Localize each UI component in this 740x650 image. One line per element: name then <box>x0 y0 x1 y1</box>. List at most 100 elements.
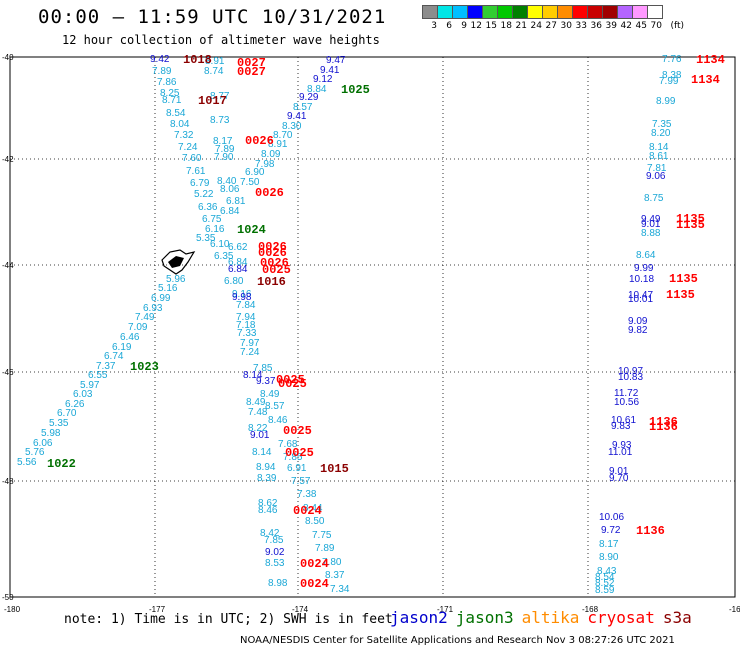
pass-time-label: 1024 <box>237 223 266 237</box>
wave-height-value: 8.17 <box>599 539 619 550</box>
wave-height-value: 5.96 <box>166 274 186 285</box>
wave-height-value: 7.81 <box>647 163 667 174</box>
wave-height-value: 8.46 <box>268 415 288 426</box>
color-label: 27 <box>545 21 557 31</box>
pass-time-label: 1135 <box>676 212 705 226</box>
wave-height-value: 7.09 <box>128 322 148 333</box>
wave-height-value: 5.35 <box>196 233 216 244</box>
wave-height-value: 8.14 <box>252 447 272 458</box>
time-labels: 1018 002700271134113410251017002600261135… <box>47 53 725 591</box>
wave-height-value: 9.98 <box>232 292 252 303</box>
wave-height-value: 8.84 <box>307 84 327 95</box>
wave-height-value: 8.17 <box>213 136 233 147</box>
wave-height-value: 8.46 <box>258 505 278 516</box>
lat-tick-label: -46 <box>2 368 14 377</box>
wave-height-value: 8.73 <box>210 115 230 126</box>
wave-height-value: 8.91 <box>205 56 225 67</box>
wave-height-value: 9.70 <box>609 473 629 484</box>
wave-height-value: 7.85 <box>253 363 273 374</box>
wave-height-value: 7.89 <box>215 144 235 155</box>
pass-time-label: 1135 <box>669 272 698 286</box>
wave-height-value: 8.37 <box>325 570 345 581</box>
wave-height-value: 7.60 <box>182 153 202 164</box>
lon-tick-label: -180 <box>4 605 21 614</box>
wave-height-value: 8.20 <box>651 128 671 139</box>
wave-height-value: 10.56 <box>614 397 639 408</box>
legend-item-s3a: s3a <box>662 608 692 627</box>
wave-height-value: 10.97 <box>618 366 643 377</box>
wave-height-value: 6.90 <box>245 167 265 178</box>
wave-height-value: 7.18 <box>236 320 256 331</box>
lon-tick-label: -177 <box>149 605 166 614</box>
wave-height-value: 9.12 <box>313 74 333 85</box>
wave-height-value: 7.57 <box>291 476 311 487</box>
wave-height-value: 7.85 <box>264 535 284 546</box>
pass-time-label: 0026 <box>258 240 287 254</box>
wave-height-value: 6.93 <box>143 303 163 314</box>
wave-height-value: 8.91 <box>268 139 288 150</box>
lat-tick-label: -42 <box>2 155 14 164</box>
wave-height-value: 5.35 <box>49 418 69 429</box>
wave-height-value: 8.30 <box>282 121 302 132</box>
pass-time-label: 0025 <box>278 377 307 391</box>
color-label: 36 <box>590 21 602 31</box>
wave-height-value: 6.84 <box>228 264 248 275</box>
color-label: 39 <box>605 21 617 31</box>
island-shape <box>161 249 196 275</box>
wave-height-value: 11.72 <box>614 388 639 399</box>
pass-time-label: 0027 <box>237 56 266 70</box>
color-scale-labels: 3 6 9 12 15 18 21 24 27 30 33 36 39 42 45 70 (ft) <box>422 21 684 31</box>
wave-height-value: 8.54 <box>595 572 615 583</box>
pass-time-label: 1136 <box>636 524 665 538</box>
wave-height-value: 7.89 <box>152 66 172 77</box>
wave-height-value: 7.24 <box>178 142 198 153</box>
wave-height-value: 5.76 <box>25 447 45 458</box>
pass-time-label: 0025 <box>283 424 312 438</box>
satellite-legend: jason2 jason3 altika cryosat s3a <box>390 608 700 627</box>
legend-item-jason3: jason3 <box>455 608 514 627</box>
wave-height-value: 8.88 <box>641 228 661 239</box>
legend-item-jason2: jason2 <box>390 608 448 627</box>
wave-height-value: 7.84 <box>236 300 256 311</box>
island-fill <box>168 256 184 268</box>
wave-height-value: 9.16 <box>232 289 252 300</box>
color-scale-bar <box>422 5 663 19</box>
pass-time-label: 1136 <box>649 415 678 429</box>
color-cell <box>647 5 663 19</box>
wave-height-value: 6.19 <box>112 342 132 353</box>
wave-height-value: 7.94 <box>236 312 256 323</box>
lat-tick-label: -44 <box>2 261 14 270</box>
wave-height-value: 8.14 <box>243 370 263 381</box>
wave-height-value: 7.24 <box>240 347 260 358</box>
pass-time-label: 1134 <box>696 53 725 67</box>
wave-height-value: 6.70 <box>57 408 77 419</box>
wave-height-value: 8.25 <box>160 88 180 99</box>
map-frame <box>9 56 736 598</box>
pass-time-label: 0026 <box>260 256 289 270</box>
wave-height-value: 8.52 <box>595 578 615 589</box>
wave-height-value: 6.35 <box>214 251 234 262</box>
color-label: 33 <box>575 21 587 31</box>
wave-height-value: 7.32 <box>174 130 194 141</box>
wave-height-value: 5.16 <box>158 283 178 294</box>
wave-height-value: 7.34 <box>330 584 350 595</box>
wave-height-value: 5.56 <box>17 457 37 468</box>
wave-height-value: 8.59 <box>595 585 615 596</box>
page-subtitle: 12 hour collection of altimeter wave hei… <box>62 33 380 47</box>
wave-height-value: 7.49 <box>135 312 155 323</box>
wave-height-value: 8.06 <box>220 184 240 195</box>
wave-height-value: 10.18 <box>629 274 654 285</box>
lat-tick-label: -48 <box>2 477 14 486</box>
lon-tick-label: -171 <box>437 605 454 614</box>
lat-tick-label: -50 <box>2 593 14 602</box>
wave-height-value: 6.75 <box>202 214 222 225</box>
wave-height-value: 6.62 <box>228 242 248 253</box>
wave-height-value: 7.76 <box>662 54 682 65</box>
wave-height-value: 5.98 <box>41 428 61 439</box>
wave-height-value: 9.49 <box>641 214 661 225</box>
wave-height-value: 7.35 <box>652 119 672 130</box>
wave-height-value: 10.83 <box>618 372 643 383</box>
wave-height-value: 8.90 <box>599 552 619 563</box>
map-border <box>9 56 736 598</box>
